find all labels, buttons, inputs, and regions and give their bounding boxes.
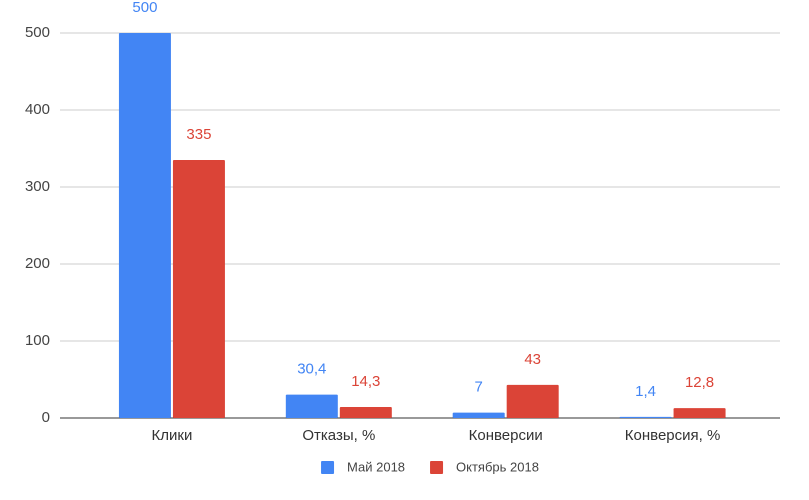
y-tick-label: 300 [25,178,50,195]
x-tick-label: Клики [152,427,193,444]
legend-label: Май 2018 [347,459,405,474]
x-tick-label: Конверсия, % [625,427,721,444]
bar [506,384,559,418]
y-tick-label: 400 [25,101,50,118]
x-tick-label: Конверсии [469,427,543,444]
value-label: 12,8 [685,374,714,391]
bar [673,408,726,418]
y-tick-label: 0 [42,409,50,426]
value-label: 335 [186,126,211,143]
bar [172,160,225,419]
bar [452,412,505,418]
value-label: 14,3 [351,373,380,390]
y-tick-label: 100 [25,332,50,349]
bar [619,416,672,418]
legend-swatch [321,461,335,474]
legend-swatch [430,461,444,474]
value-label: 7 [475,379,483,396]
value-label: 30,4 [297,361,326,378]
value-label: 500 [132,0,157,16]
y-tick-label: 500 [25,24,50,41]
bar [118,33,171,418]
value-label: 43 [524,351,541,368]
y-tick-label: 200 [25,255,50,272]
bar [339,406,392,418]
bar [285,394,338,418]
legend-label: Октябрь 2018 [456,459,539,474]
x-tick-label: Отказы, % [302,427,375,444]
value-label: 1,4 [635,383,656,400]
